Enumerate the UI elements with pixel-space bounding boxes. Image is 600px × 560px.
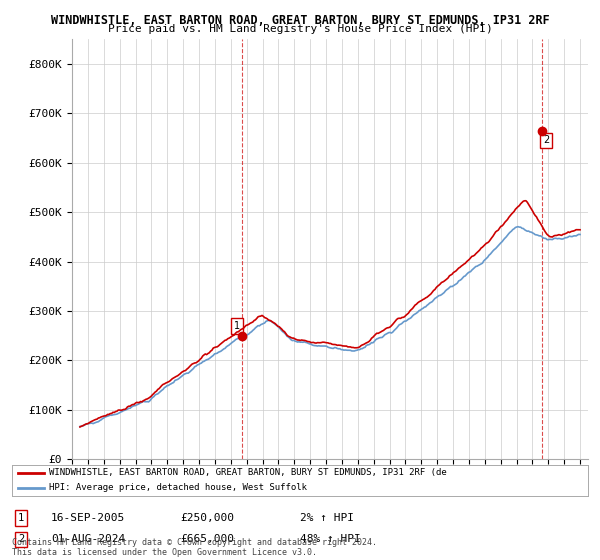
Text: 48% ↑ HPI: 48% ↑ HPI [300,534,361,544]
Text: 16-SEP-2005: 16-SEP-2005 [51,513,125,523]
Text: HPI: Average price, detached house, West Suffolk: HPI: Average price, detached house, West… [49,483,307,492]
Text: 2% ↑ HPI: 2% ↑ HPI [300,513,354,523]
Text: £665,000: £665,000 [180,534,234,544]
Text: Contains HM Land Registry data © Crown copyright and database right 2024.
This d: Contains HM Land Registry data © Crown c… [12,538,377,557]
Text: WINDWHISTLE, EAST BARTON ROAD, GREAT BARTON, BURY ST EDMUNDS, IP31 2RF (de: WINDWHISTLE, EAST BARTON ROAD, GREAT BAR… [49,468,447,477]
Text: Price paid vs. HM Land Registry's House Price Index (HPI): Price paid vs. HM Land Registry's House … [107,24,493,34]
Text: 2: 2 [18,534,24,544]
Text: WINDWHISTLE, EAST BARTON ROAD, GREAT BARTON, BURY ST EDMUNDS, IP31 2RF: WINDWHISTLE, EAST BARTON ROAD, GREAT BAR… [50,14,550,27]
Text: 1: 1 [18,513,24,523]
Text: 1: 1 [234,321,241,331]
Text: £250,000: £250,000 [180,513,234,523]
Text: 2: 2 [543,136,550,146]
Text: 01-AUG-2024: 01-AUG-2024 [51,534,125,544]
